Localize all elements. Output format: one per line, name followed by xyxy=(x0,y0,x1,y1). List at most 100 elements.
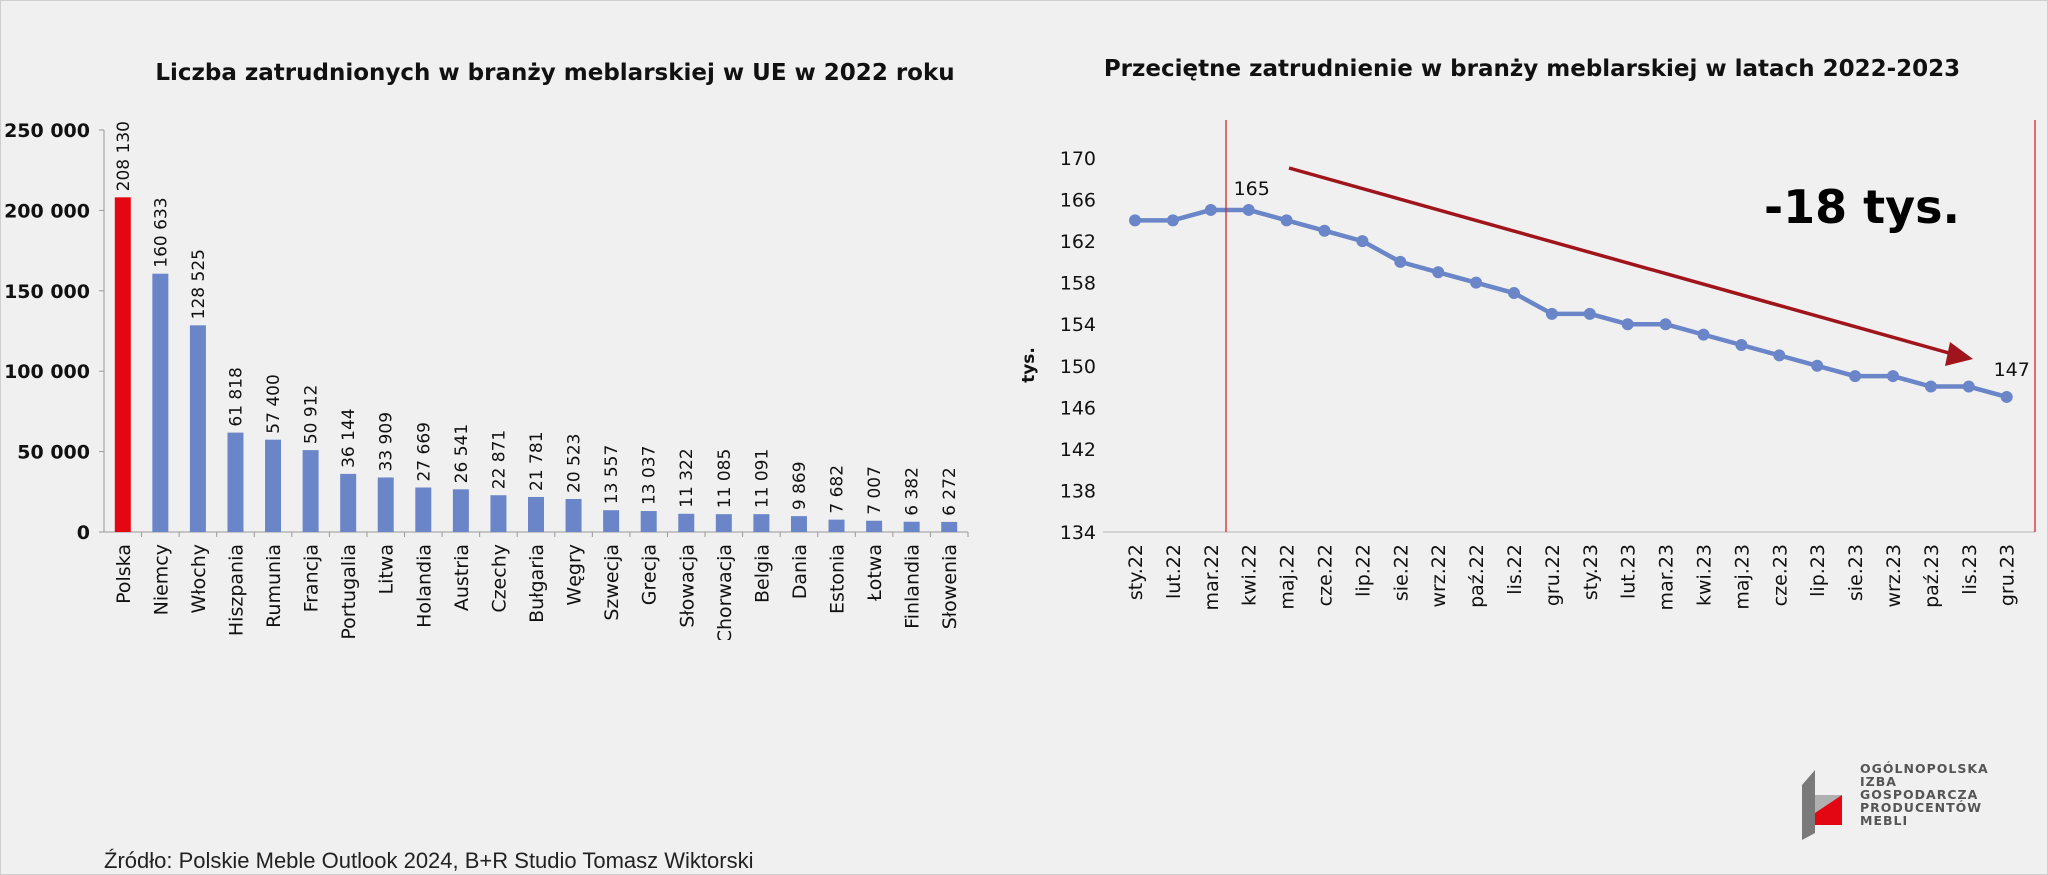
data-point-sie.23 xyxy=(1849,370,1862,383)
x-category-label: Bułgaria xyxy=(526,544,548,623)
data-point-sty.22 xyxy=(1129,214,1141,227)
bar-value-label: 11 322 xyxy=(677,448,697,507)
data-point-kwi.23 xyxy=(1697,328,1710,341)
data-point-lut.23 xyxy=(1621,318,1634,331)
data-point-lis.22 xyxy=(1508,287,1520,300)
data-point-sie.22 xyxy=(1394,255,1407,268)
bar-Litwa xyxy=(377,477,394,532)
bar-Słowenia xyxy=(941,521,958,532)
bar-value-label: 50 912 xyxy=(302,385,322,444)
bar-value-label: 128 525 xyxy=(189,249,209,319)
y-tick-label: 134 xyxy=(1060,522,1096,544)
data-point-cze.23 xyxy=(1773,349,1786,362)
x-category-label: Słowacja xyxy=(676,544,698,628)
bar-Belgia xyxy=(753,514,770,532)
bar-Szwecja xyxy=(603,510,620,532)
x-category-label: Polska xyxy=(113,544,135,604)
bar-Rumunia xyxy=(265,439,282,532)
x-category-label: Chorwacja xyxy=(714,544,736,640)
x-category-label: lut.22 xyxy=(1163,544,1185,599)
x-category-label: sty.22 xyxy=(1125,544,1147,600)
x-category-label: Holandia xyxy=(413,544,435,628)
x-category-label: Finlandia xyxy=(902,544,924,629)
bar-value-label: 20 523 xyxy=(565,434,585,493)
y-tick-label: 154 xyxy=(1060,314,1096,336)
bar-Węgry xyxy=(565,498,582,532)
x-category-label: Belgia xyxy=(751,544,773,603)
x-category-label: Łotwa xyxy=(864,544,886,602)
change-annotation: -18 tys. xyxy=(1764,180,1960,234)
data-point-wrz.23 xyxy=(1887,370,1899,383)
bar-Niemcy xyxy=(152,273,169,532)
bar-value-label: 13 557 xyxy=(602,445,622,504)
bar-Finlandia xyxy=(903,521,920,532)
x-category-label: gru.22 xyxy=(1542,544,1564,606)
bar-chart-employment-eu: Liczba zatrudnionych w branży meblarskie… xyxy=(4,60,969,640)
x-category-label: Austria xyxy=(451,544,473,611)
data-point-lip.23 xyxy=(1811,359,1824,372)
bar-Słowacja xyxy=(678,513,695,532)
x-category-label: maj.23 xyxy=(1731,544,1753,610)
y-tick-label: 138 xyxy=(1060,480,1096,502)
bar-Austria xyxy=(452,489,469,532)
bar-value-label: 21 781 xyxy=(527,431,547,490)
line-chart-average-employment: Przeciętne zatrudnienie w branży meblars… xyxy=(1019,56,2036,610)
data-point-mar.23 xyxy=(1659,318,1672,331)
data-point-sty.23 xyxy=(1583,307,1596,320)
bar-value-label: 61 818 xyxy=(226,367,246,426)
y-tick-label: 166 xyxy=(1060,190,1096,212)
series-line xyxy=(1135,207,2008,400)
x-category-label: wrz.22 xyxy=(1428,544,1450,608)
x-category-label: paź.22 xyxy=(1466,544,1488,608)
x-category-label: gru.23 xyxy=(1997,544,2019,606)
bar-Włochy xyxy=(189,325,206,532)
x-category-label: Hiszpania xyxy=(225,544,247,636)
data-point-wrz.22 xyxy=(1432,266,1445,279)
data-point-mar.22 xyxy=(1204,203,1217,216)
x-category-label: maj.22 xyxy=(1277,544,1299,610)
bar-chart-title: Liczba zatrudnionych w branży meblarskie… xyxy=(155,60,954,86)
bar-value-label: 57 400 xyxy=(264,374,284,433)
bar-value-label: 9 869 xyxy=(790,461,810,510)
bar-Estonia xyxy=(828,519,845,532)
x-category-label: lip.22 xyxy=(1352,544,1374,597)
bar-Polska xyxy=(114,197,131,532)
x-category-label: Rumunia xyxy=(263,544,285,628)
y-tick-label: 50 000 xyxy=(17,442,90,464)
data-point-kwi.22 xyxy=(1242,203,1255,216)
bar-Chorwacja xyxy=(715,514,732,532)
bar-value-label: 7 682 xyxy=(828,465,848,514)
bar-value-label: 36 144 xyxy=(339,408,359,467)
point-value-label: 147 xyxy=(1994,359,2030,381)
bar-value-label: 160 633 xyxy=(151,197,171,267)
y-tick-label: 142 xyxy=(1060,439,1096,461)
logo-mark xyxy=(1802,770,1842,840)
y-tick-label: 170 xyxy=(1060,148,1096,170)
trend-arrow-line xyxy=(1288,166,1957,357)
bar-value-label: 11 085 xyxy=(715,449,735,508)
x-category-label: Francja xyxy=(301,544,323,612)
bar-Dania xyxy=(790,516,807,532)
data-point-paź.22 xyxy=(1470,276,1483,289)
data-point-lut.22 xyxy=(1166,214,1179,227)
x-category-label: kwi.22 xyxy=(1239,544,1261,606)
x-category-label: Estonia xyxy=(827,544,849,614)
bar-value-label: 7 007 xyxy=(865,466,885,515)
x-category-label: sty.23 xyxy=(1580,544,1602,600)
x-category-label: cze.23 xyxy=(1769,544,1791,606)
data-point-maj.23 xyxy=(1735,339,1748,351)
bar-Hiszpania xyxy=(227,432,244,532)
x-category-label: Węgry xyxy=(564,544,586,606)
x-category-label: wrz.23 xyxy=(1883,544,1905,608)
bar-value-label: 33 909 xyxy=(377,412,397,471)
source-note: Źródło: Polskie Meble Outlook 2024, B+R … xyxy=(104,848,754,873)
x-category-label: mar.22 xyxy=(1201,544,1223,610)
y-tick-label: 158 xyxy=(1060,273,1096,295)
y-axis-title: tys. xyxy=(1019,347,1039,383)
bar-value-label: 11 091 xyxy=(752,449,772,508)
data-point-gru.22 xyxy=(1545,307,1558,320)
y-tick-label: 146 xyxy=(1060,397,1096,419)
bar-value-label: 26 541 xyxy=(452,424,472,483)
bar-value-label: 208 130 xyxy=(114,121,134,191)
